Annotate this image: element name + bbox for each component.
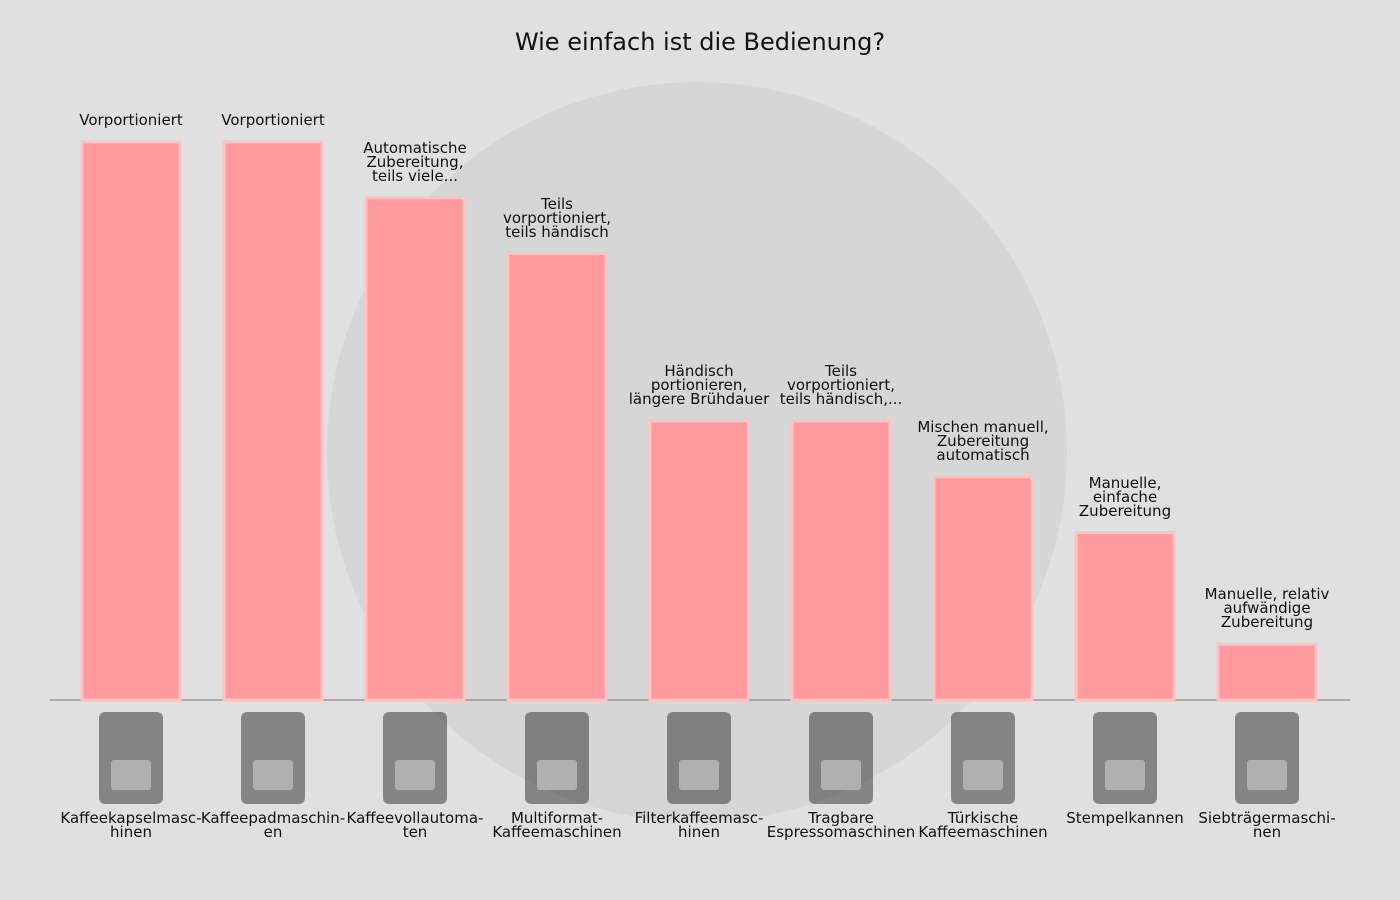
bar-annotation: Vorportioniert	[221, 111, 325, 129]
bar-annotation: Manuelle, relativ aufwändige Zubereitung	[1204, 585, 1330, 632]
product-image	[667, 712, 731, 804]
x-tick-label: Kaffeepadmaschin- en	[200, 809, 346, 841]
product-image-detail	[111, 760, 151, 790]
product-image	[951, 712, 1015, 804]
x-tick-label: Kaffeevollautoma- ten	[346, 809, 484, 841]
bar	[1074, 531, 1176, 702]
bar	[80, 140, 182, 702]
product-image	[525, 712, 589, 804]
product-image-detail	[537, 760, 577, 790]
bar-annotation: Vorportioniert	[79, 111, 183, 129]
x-tick-label: Tragbare Espressomaschinen	[766, 809, 916, 841]
x-tick-label: Multiformat- Kaffeemaschinen	[492, 809, 622, 841]
product-image-detail	[253, 760, 293, 790]
product-image-detail	[1247, 760, 1287, 790]
bar	[790, 419, 892, 702]
x-tick-label: Filterkaffeemasc- hinen	[634, 809, 764, 841]
bar	[506, 252, 608, 702]
product-image	[241, 712, 305, 804]
bar-annotation: Händisch portionieren, längere Brühdauer	[628, 362, 770, 408]
bar	[648, 419, 750, 702]
product-image	[809, 712, 873, 804]
chart-title: Wie einfach ist die Bedienung?	[514, 28, 886, 56]
product-image-detail	[821, 760, 861, 790]
x-tick-label: Türkische Kaffeemaschinen	[918, 809, 1048, 841]
bar	[1216, 642, 1318, 702]
x-tick-label: Stempelkannen	[1066, 809, 1184, 827]
product-image-detail	[963, 760, 1003, 790]
product-image	[99, 712, 163, 804]
bar-annotation: Teils vorportioniert, teils händisch	[502, 194, 612, 241]
product-image	[1235, 712, 1299, 804]
bar-annotation: Manuelle, einfache Zubereitung	[1078, 473, 1172, 520]
product-image-detail	[395, 760, 435, 790]
bar-annotation: Teils vorportioniert, teils händisch,...	[779, 362, 903, 408]
bar	[932, 475, 1034, 702]
product-image	[383, 712, 447, 804]
product-image-detail	[679, 760, 719, 790]
bar	[222, 140, 324, 702]
product-image-detail	[1105, 760, 1145, 790]
x-tick-label: Kaffeekapselmasc- hinen	[60, 809, 202, 841]
product-image	[1093, 712, 1157, 804]
bar	[364, 196, 466, 702]
bar-annotation: Mischen manuell, Zubereitung automatisch	[917, 417, 1049, 464]
x-tick-label: Siebträgermaschi- nen	[1198, 809, 1336, 841]
bar-annotation: Automatische Zubereitung, teils viele...	[363, 138, 467, 185]
